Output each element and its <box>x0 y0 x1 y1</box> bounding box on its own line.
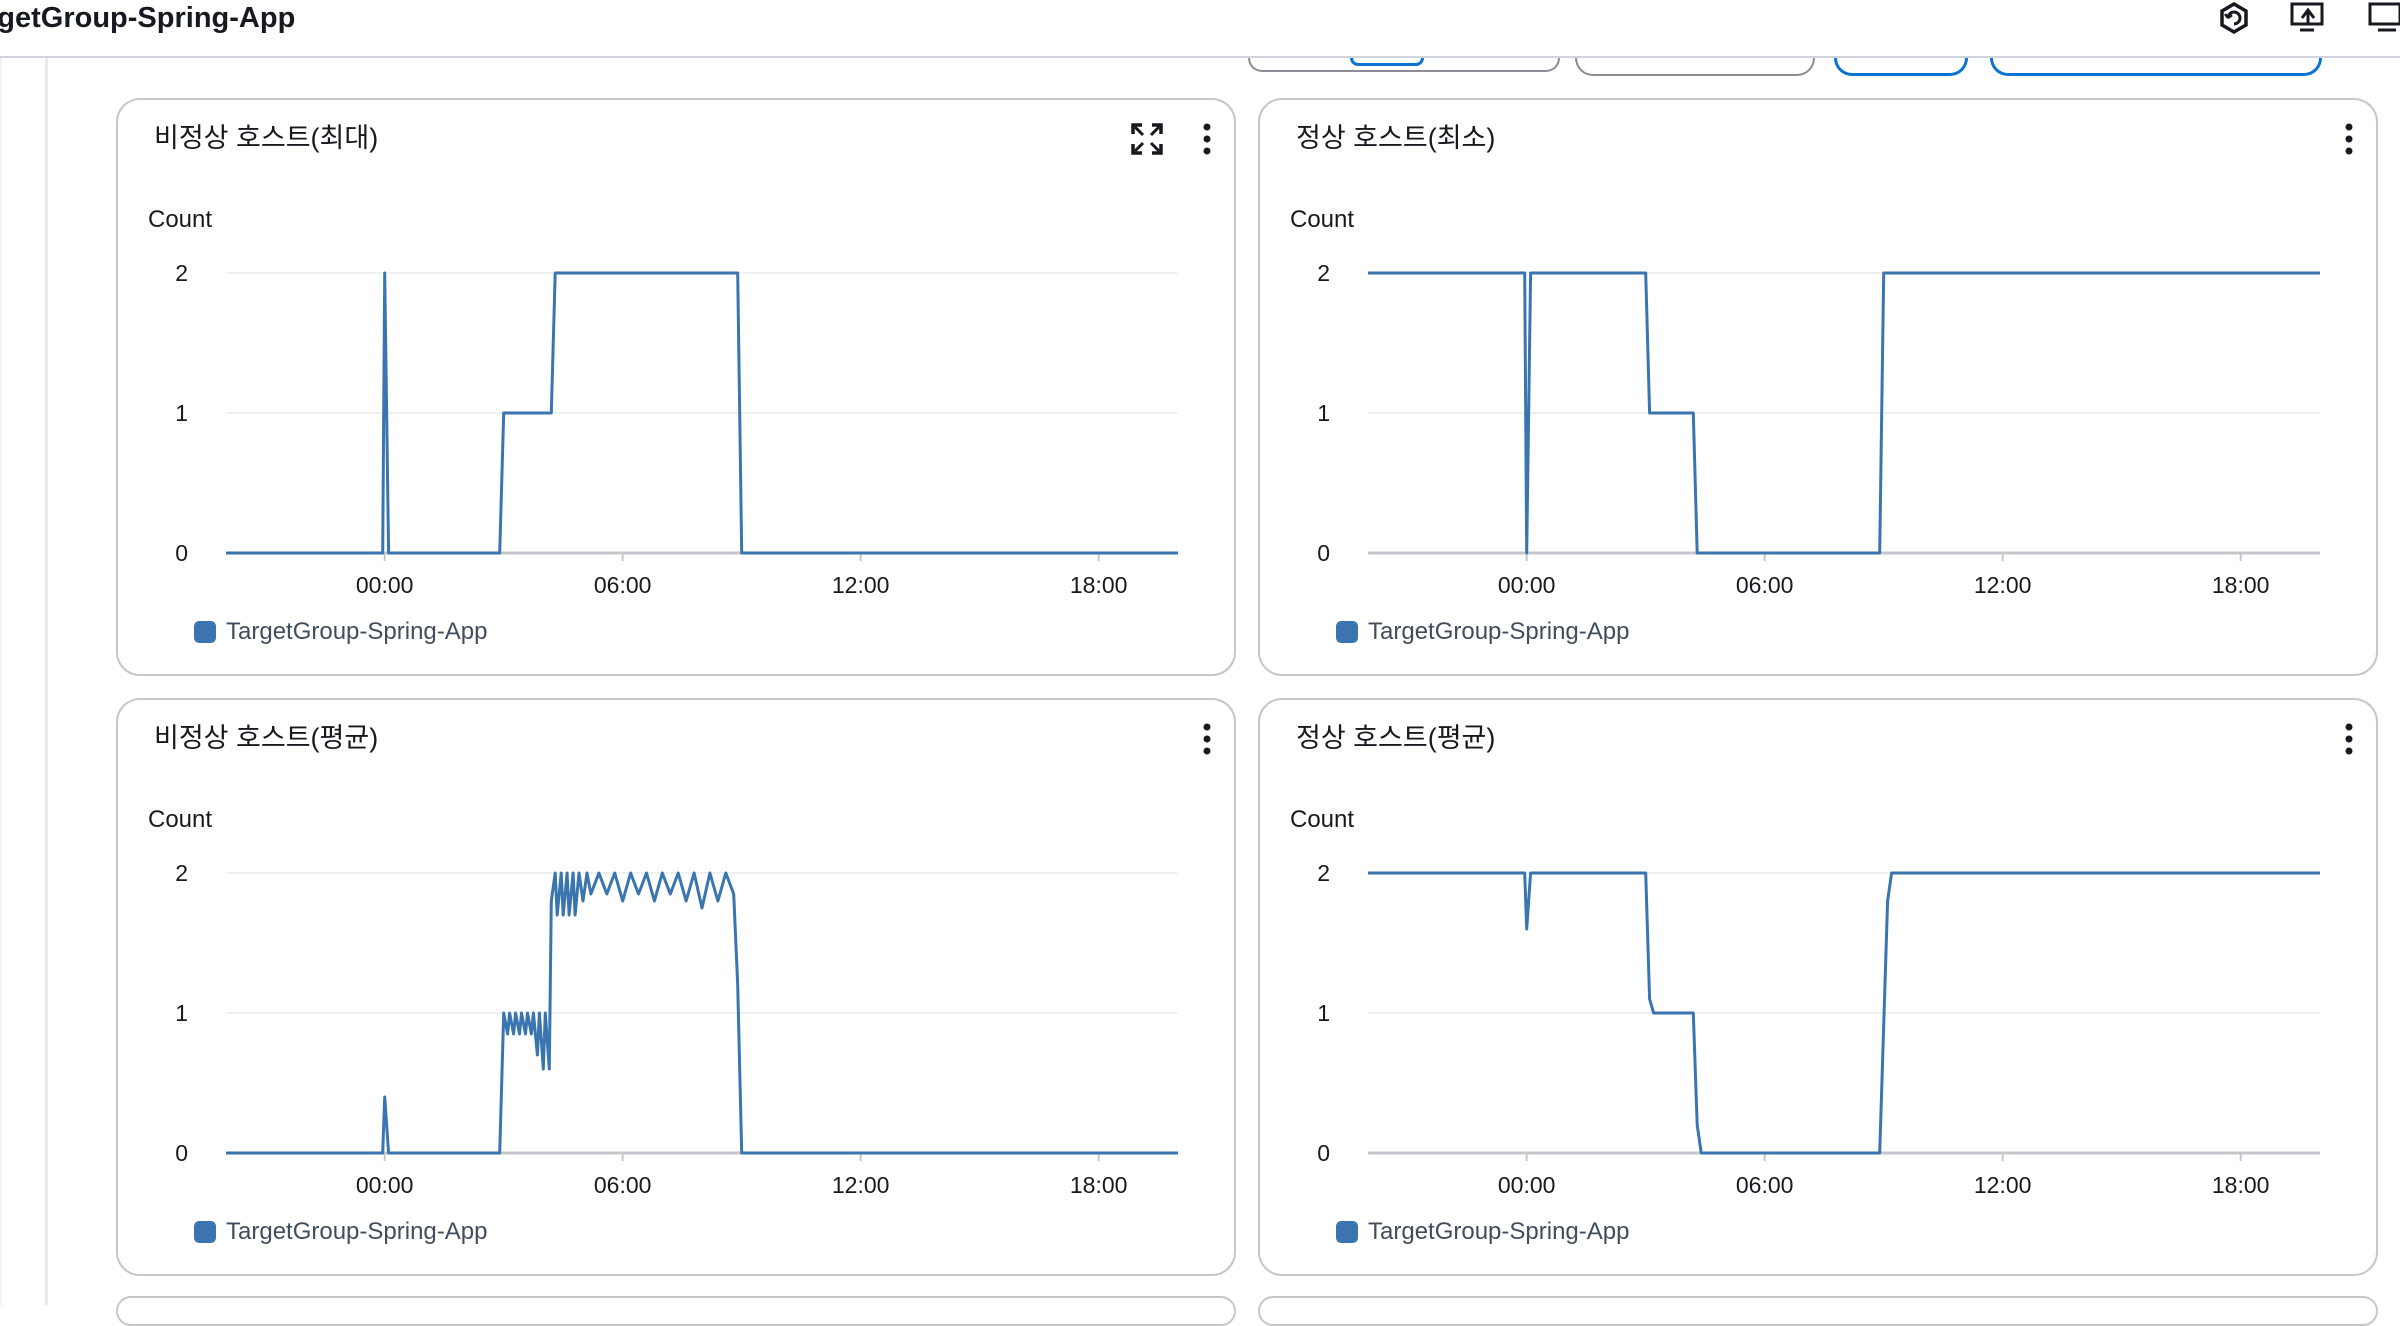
toolbar-selected-segment[interactable] <box>1350 58 1424 66</box>
x-tick-label: 00:00 <box>356 572 414 598</box>
widget-panel: 비정상 호스트(최대) Count 0 1 2 00:00 06:00 12:00 18:0… <box>116 98 1236 676</box>
line-chart: 0 1 2 00:00 06:00 12:00 18:00 <box>1317 860 2320 1198</box>
y-tick-label: 1 <box>1317 400 1330 426</box>
widget-title: 비정상 호스트(평균) <box>154 723 379 753</box>
widget-panel: 정상 호스트(평균) Count 0 1 2 00:00 06:00 12:00 18:00… <box>1258 698 2378 1276</box>
legend-label: TargetGroup-Spring-App <box>226 618 488 645</box>
x-tick-label: 00:00 <box>356 1172 414 1198</box>
left-rail <box>45 58 48 1306</box>
x-tick-label: 18:00 <box>1070 572 1128 598</box>
y-tick-label: 0 <box>1317 540 1330 566</box>
y-axis-label: Count <box>148 206 213 233</box>
y-axis-label: Count <box>1290 806 1355 833</box>
left-edge <box>0 58 2 1306</box>
y-axis-label: Count <box>148 806 213 833</box>
widget-panel: 비정상 호스트(평균) Count 0 1 2 00:00 06:00 12:00 18:0… <box>116 698 1236 1276</box>
series-line <box>226 871 1178 1155</box>
y-tick-label: 2 <box>175 260 188 286</box>
y-tick-label: 2 <box>175 860 188 886</box>
y-tick-label: 0 <box>175 540 188 566</box>
y-tick-label: 1 <box>175 400 188 426</box>
y-tick-label: 1 <box>175 1000 188 1026</box>
x-tick-label: 12:00 <box>832 1172 890 1198</box>
widget-title: 비정상 호스트(최대) <box>154 123 379 153</box>
more-options-icon[interactable] <box>1200 722 1214 756</box>
line-chart: 0 1 2 00:00 06:00 12:00 18:00 <box>1317 260 2320 598</box>
widget-panel: 정상 호스트(최소) Count 0 1 2 00:00 06:00 12:00 18:00… <box>1258 98 2378 676</box>
x-tick-label: 06:00 <box>1736 572 1794 598</box>
more-options-icon[interactable] <box>2342 122 2356 156</box>
widget-title: 정상 호스트(최소) <box>1296 123 1496 153</box>
legend-label: TargetGroup-Spring-App <box>226 1218 488 1245</box>
legend-swatch <box>1336 1221 1358 1243</box>
legend-label: TargetGroup-Spring-App <box>1368 1218 1630 1245</box>
more-options-icon[interactable] <box>1200 122 1214 156</box>
widget-title: 정상 호스트(평균) <box>1296 723 1496 753</box>
x-tick-label: 12:00 <box>1974 1172 2032 1198</box>
toolbar-dropdown[interactable] <box>1575 58 1815 76</box>
series-line <box>1368 871 2320 1155</box>
y-axis-label: Count <box>1290 206 1355 233</box>
legend-label: TargetGroup-Spring-App <box>1368 618 1630 645</box>
y-tick-label: 2 <box>1317 860 1330 886</box>
x-tick-label: 18:00 <box>2212 1172 2270 1198</box>
more-options-icon[interactable] <box>2342 722 2356 756</box>
series-line <box>1368 271 2320 555</box>
toolbar-icon-buttons[interactable] <box>1834 58 1968 76</box>
y-tick-label: 2 <box>1317 260 1330 286</box>
x-tick-label: 00:00 <box>1498 1172 1556 1198</box>
x-tick-label: 18:00 <box>1070 1172 1128 1198</box>
expand-icon[interactable] <box>1130 122 1164 156</box>
x-tick-label: 18:00 <box>2212 572 2270 598</box>
widget-panel-partial <box>116 1296 1236 1326</box>
x-tick-label: 12:00 <box>1974 572 2032 598</box>
widget-panel-partial <box>1258 1296 2378 1326</box>
screen-icon[interactable] <box>2366 0 2400 36</box>
legend-swatch <box>194 1221 216 1243</box>
top-bar: rgetGroup-Spring-App <box>0 0 2400 58</box>
y-tick-label: 0 <box>1317 1140 1330 1166</box>
x-tick-label: 06:00 <box>594 1172 652 1198</box>
series-line <box>226 271 1178 555</box>
y-tick-label: 1 <box>1317 1000 1330 1026</box>
x-tick-label: 00:00 <box>1498 572 1556 598</box>
y-tick-label: 0 <box>175 1140 188 1166</box>
x-tick-label: 06:00 <box>594 572 652 598</box>
line-chart: 0 1 2 00:00 06:00 12:00 18:00 <box>175 860 1178 1198</box>
share-screen-icon[interactable] <box>2288 0 2328 36</box>
toolbar-primary-button[interactable] <box>1990 58 2322 76</box>
x-tick-label: 06:00 <box>1736 1172 1794 1198</box>
x-tick-label: 12:00 <box>832 572 890 598</box>
legend-swatch <box>1336 621 1358 643</box>
hexagon-refresh-icon[interactable] <box>2214 0 2254 36</box>
page-title: rgetGroup-Spring-App <box>0 2 296 34</box>
legend-swatch <box>194 621 216 643</box>
line-chart: 0 1 2 00:00 06:00 12:00 18:00 <box>175 260 1178 598</box>
